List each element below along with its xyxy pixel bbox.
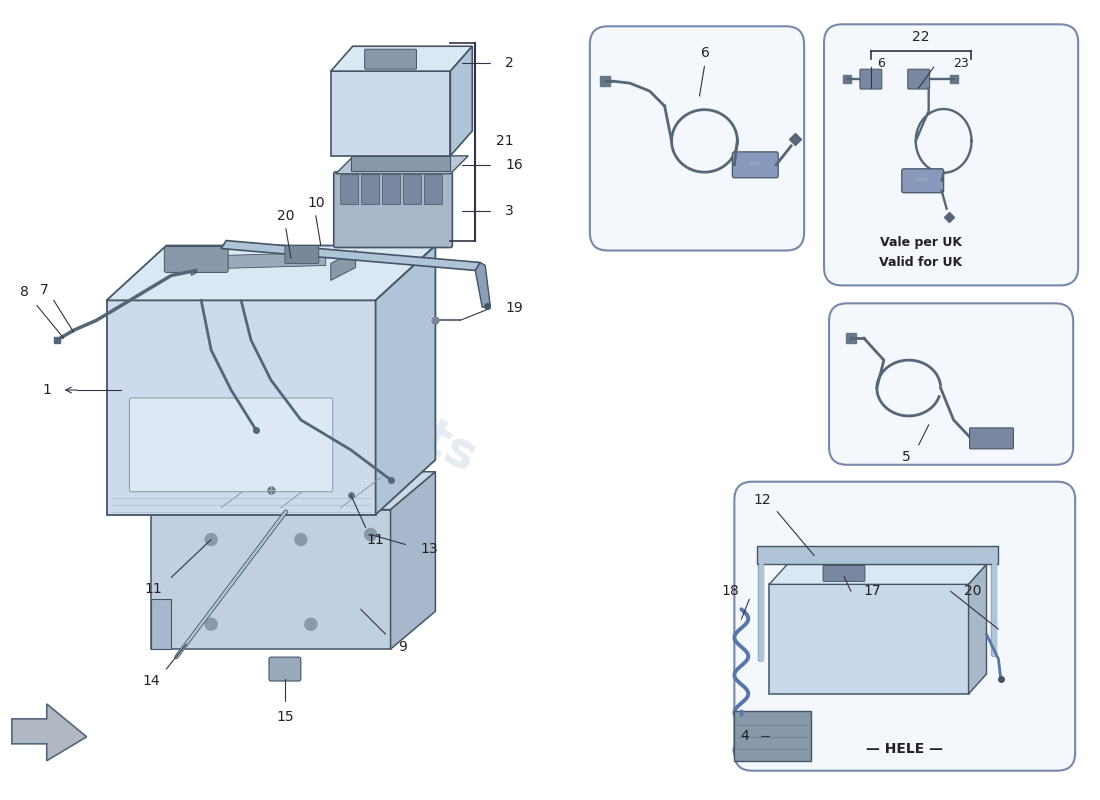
Polygon shape: [107, 246, 436, 300]
FancyBboxPatch shape: [969, 428, 1013, 449]
Polygon shape: [191, 246, 217, 275]
FancyBboxPatch shape: [164, 246, 228, 273]
Polygon shape: [351, 156, 450, 170]
Text: 11: 11: [144, 582, 163, 596]
Text: 10: 10: [307, 196, 324, 210]
FancyBboxPatch shape: [425, 174, 442, 205]
FancyBboxPatch shape: [908, 69, 930, 89]
FancyBboxPatch shape: [362, 174, 380, 205]
Text: 6: 6: [701, 46, 710, 60]
Text: 8: 8: [21, 286, 30, 299]
Polygon shape: [331, 250, 355, 281]
FancyBboxPatch shape: [364, 50, 417, 69]
FancyBboxPatch shape: [860, 69, 882, 89]
Circle shape: [206, 534, 217, 546]
Polygon shape: [331, 71, 450, 156]
Polygon shape: [769, 584, 968, 694]
Text: 14: 14: [143, 674, 161, 688]
Text: rrrrrr: rrrrrr: [916, 177, 928, 182]
Polygon shape: [450, 46, 472, 156]
Text: 12: 12: [754, 493, 771, 506]
Polygon shape: [336, 156, 469, 174]
FancyBboxPatch shape: [829, 303, 1074, 465]
Circle shape: [295, 534, 307, 546]
Polygon shape: [152, 510, 390, 649]
Polygon shape: [769, 565, 987, 584]
Text: 9: 9: [398, 640, 407, 654]
Circle shape: [206, 618, 217, 630]
Text: 19: 19: [505, 302, 522, 315]
FancyBboxPatch shape: [383, 174, 400, 205]
Polygon shape: [107, 300, 375, 514]
FancyBboxPatch shape: [130, 398, 333, 492]
FancyBboxPatch shape: [824, 24, 1078, 286]
Polygon shape: [152, 472, 436, 510]
Text: a premier for parts since 1985: a premier for parts since 1985: [175, 409, 387, 531]
Polygon shape: [475, 262, 491, 307]
Polygon shape: [221, 253, 326, 269]
Text: 3: 3: [505, 204, 514, 218]
FancyBboxPatch shape: [270, 657, 301, 681]
FancyBboxPatch shape: [823, 566, 865, 582]
Text: 1: 1: [42, 383, 52, 397]
Polygon shape: [735, 711, 811, 761]
Polygon shape: [375, 246, 436, 514]
Text: 22: 22: [912, 30, 930, 44]
FancyBboxPatch shape: [333, 172, 452, 247]
Circle shape: [364, 529, 376, 541]
Text: 21: 21: [496, 134, 514, 148]
FancyBboxPatch shape: [733, 152, 778, 178]
Text: 23: 23: [953, 57, 968, 70]
Polygon shape: [390, 472, 436, 649]
Text: — HELE —: — HELE —: [867, 742, 944, 756]
Text: rrrrrr: rrrrrr: [749, 161, 761, 166]
Polygon shape: [331, 46, 472, 71]
Polygon shape: [152, 599, 172, 649]
FancyBboxPatch shape: [590, 26, 804, 250]
Text: 2: 2: [505, 56, 514, 70]
Text: 18: 18: [722, 584, 739, 598]
Text: 11: 11: [366, 533, 385, 546]
Polygon shape: [968, 565, 987, 694]
Text: 15: 15: [276, 710, 294, 724]
Text: 20: 20: [964, 584, 981, 598]
FancyBboxPatch shape: [285, 246, 319, 263]
Text: Valid for UK: Valid for UK: [879, 256, 962, 269]
Text: 5: 5: [902, 450, 911, 464]
Text: 4: 4: [740, 729, 749, 743]
Polygon shape: [757, 546, 999, 565]
FancyBboxPatch shape: [735, 482, 1075, 770]
Polygon shape: [221, 241, 481, 270]
Polygon shape: [12, 704, 87, 761]
FancyBboxPatch shape: [902, 169, 944, 193]
Text: 16: 16: [505, 158, 522, 172]
Circle shape: [305, 618, 317, 630]
Text: Vale per UK: Vale per UK: [880, 236, 961, 249]
FancyBboxPatch shape: [404, 174, 421, 205]
Text: 13: 13: [420, 542, 438, 557]
Text: europaparts: europaparts: [156, 278, 485, 482]
Text: 7: 7: [40, 283, 48, 298]
FancyBboxPatch shape: [341, 174, 359, 205]
Text: 6: 6: [877, 57, 884, 70]
Text: 20: 20: [277, 209, 295, 222]
Text: 17: 17: [864, 584, 881, 598]
